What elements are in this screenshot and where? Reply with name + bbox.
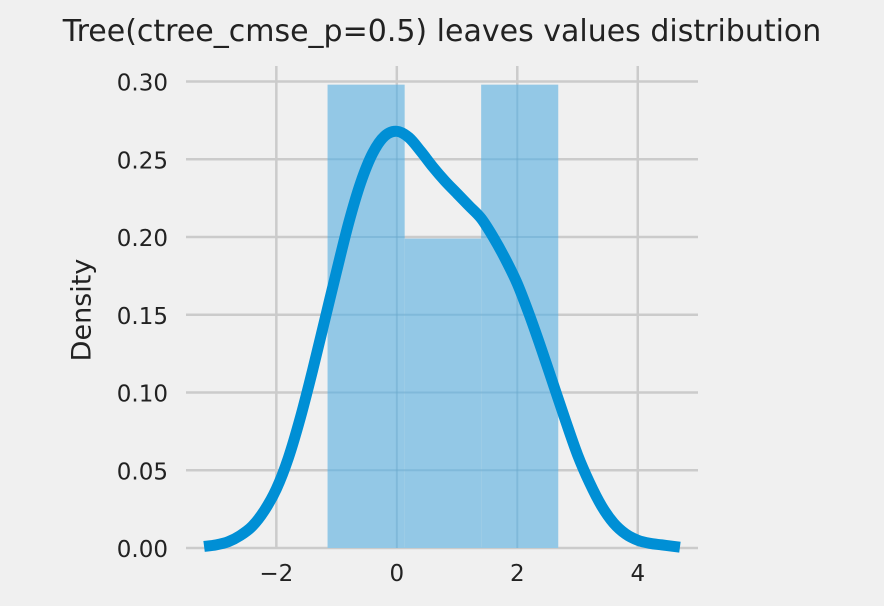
y-tick-label: 0.30 — [117, 71, 168, 97]
kde-layer — [203, 125, 681, 553]
x-tick-label: 2 — [510, 561, 525, 587]
histogram-bar — [404, 238, 482, 548]
chart-title: Tree(ctree_cmse_p=0.5) leaves values dis… — [62, 14, 822, 49]
histogram-bars — [327, 84, 559, 548]
x-tick-label: 4 — [630, 561, 645, 587]
y-tick-label: 0.15 — [117, 304, 168, 330]
histogram-bar — [481, 84, 559, 548]
tick-labels: 0.00 0.05 0.10 0.15 0.20 0.25 0.30 −2 0 2 4 — [117, 71, 645, 587]
x-tick-label: −2 — [259, 561, 293, 587]
y-tick-label: 0.20 — [117, 226, 168, 252]
x-tick-label: 0 — [390, 561, 405, 587]
y-tick-label: 0.00 — [117, 537, 168, 563]
kde-line — [203, 125, 681, 553]
y-tick-label: 0.10 — [117, 382, 168, 408]
y-tick-label: 0.05 — [117, 459, 168, 485]
y-tick-label: 0.25 — [117, 148, 168, 174]
